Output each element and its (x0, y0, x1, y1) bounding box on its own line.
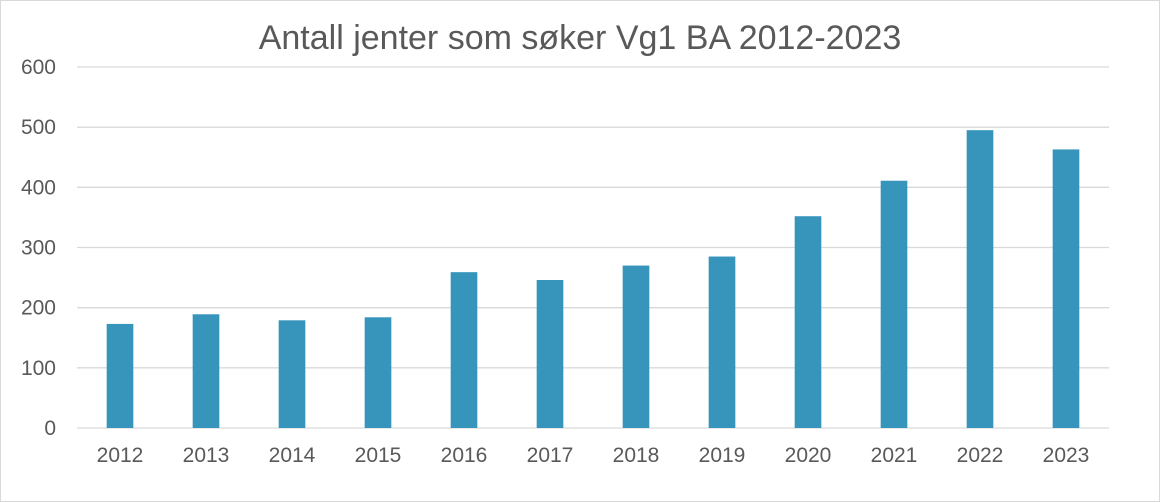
y-tick-label: 400 (21, 176, 56, 199)
x-tick-label: 2012 (97, 444, 144, 467)
x-tick-label: 2021 (871, 444, 918, 467)
bar-2015 (364, 317, 392, 428)
x-tick-label: 2014 (269, 444, 316, 467)
y-tick-label: 300 (21, 237, 56, 260)
bar-2012 (106, 323, 134, 428)
bar-2016 (450, 272, 478, 428)
bar-2019 (708, 256, 736, 428)
bar-2018 (622, 265, 650, 428)
y-tick-label: 200 (21, 297, 56, 320)
x-tick-label: 2023 (1043, 444, 1090, 467)
chart-title: Antall jenter som søker Vg1 BA 2012-2023 (258, 19, 902, 57)
y-tick-label: 100 (21, 357, 56, 380)
x-tick-label: 2013 (183, 444, 230, 467)
bar-2014 (278, 320, 306, 428)
x-tick-label: 2018 (613, 444, 660, 467)
x-tick-label: 2022 (957, 444, 1004, 467)
x-tick-label: 2020 (785, 444, 832, 467)
x-tick-label: 2017 (527, 444, 574, 467)
y-tick-label: 0 (44, 417, 56, 440)
bar-2017 (536, 279, 564, 428)
y-tick-label: 600 (21, 56, 56, 79)
y-tick-label: 500 (21, 116, 56, 139)
bar-2020 (794, 216, 822, 428)
bar-2023 (1052, 149, 1080, 428)
bar-2013 (192, 314, 220, 428)
x-tick-label: 2016 (441, 444, 488, 467)
bar-2021 (880, 180, 908, 428)
x-tick-label: 2019 (699, 444, 746, 467)
bar-2022 (966, 130, 994, 429)
x-tick-label: 2015 (355, 444, 402, 467)
